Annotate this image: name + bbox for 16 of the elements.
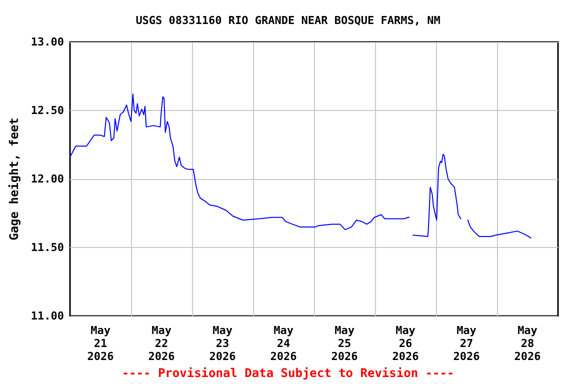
x-tick-label: May 26 2026 (392, 324, 420, 363)
x-tick-label: May 27 2026 (453, 324, 480, 363)
x-tick-label: May 24 2026 (270, 324, 298, 363)
chart-title: USGS 08331160 RIO GRANDE NEAR BOSQUE FARMS, NM (136, 14, 441, 27)
x-tick-label: May 28 2026 (514, 324, 542, 363)
y-tick-label: 12.50 (30, 104, 64, 117)
x-tick-label: May 25 2026 (331, 324, 358, 363)
y-tick-label: 11.00 (30, 310, 64, 322)
y-tick-label: 12.00 (30, 172, 64, 186)
y-tick-label: 13.00 (30, 36, 64, 48)
text: ---- Provisional Data Subject to Revision ---- (122, 366, 454, 380)
x-tick-label: May 21 2026 (87, 324, 114, 363)
x-tick-label: May 22 2026 (148, 324, 176, 363)
y-axis-title: Gage height, feet (7, 118, 21, 240)
x-tick-label: May 23 2026 (209, 324, 236, 363)
y-tick-label: 11.50 (30, 241, 64, 254)
